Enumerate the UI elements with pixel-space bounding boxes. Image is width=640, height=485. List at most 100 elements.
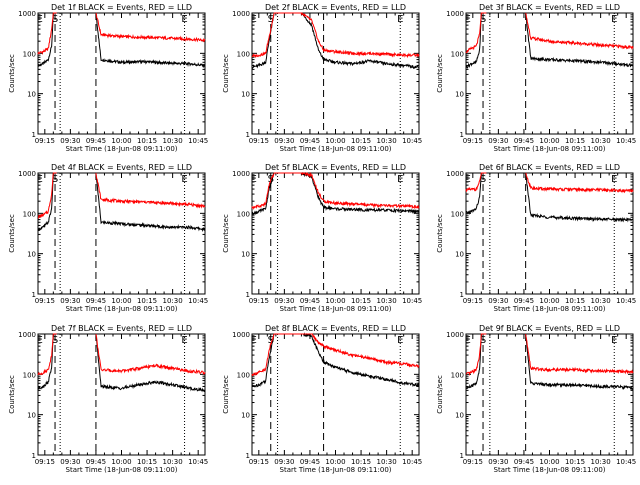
event-marker-label: E (397, 335, 403, 346)
panel-title: Det 6f BLACK = Events, RED = LLD (479, 163, 620, 172)
x-tick-label: 09:15 (463, 137, 483, 145)
panel-title: Det 5f BLACK = Events, RED = LLD (265, 163, 406, 172)
series-line (251, 12, 420, 59)
y-tick-label: 1 (32, 452, 36, 460)
event-marker-label: E (465, 335, 471, 346)
y-tick-label: 1000 (18, 170, 36, 178)
plot-frame (251, 12, 420, 135)
event-marker-label: S (52, 335, 58, 346)
panel-title: Det 9f BLACK = Events, RED = LLD (479, 324, 620, 333)
x-axis-label: Start Time (18-Jun-08 09:11:00) (66, 305, 178, 313)
y-tick-label: 100 (451, 371, 464, 379)
x-axis-label: Start Time (18-Jun-08 09:11:00) (494, 305, 606, 313)
x-tick-label: 10:45 (616, 297, 636, 305)
x-tick-label: 09:15 (249, 458, 269, 466)
y-tick-label: 1 (246, 291, 250, 299)
x-tick-label: 10:30 (377, 297, 397, 305)
x-tick-label: 09:30 (60, 137, 80, 145)
event-marker-label: E (251, 174, 257, 185)
y-tick-label: 100 (23, 210, 36, 218)
x-tick-label: 09:45 (514, 137, 534, 145)
x-tick-label: 09:15 (249, 137, 269, 145)
y-axis-label: Counts/sec (436, 214, 444, 253)
y-axis-label: Counts/sec (8, 54, 16, 93)
detector-panel: Det 4f BLACK = Events, RED = LLD 1 10 100 10… (8, 163, 208, 313)
y-axis-label: Counts/sec (436, 54, 444, 93)
series-line (465, 12, 634, 54)
y-tick-label: 1 (32, 291, 36, 299)
panel-title: Det 8f BLACK = Events, RED = LLD (265, 324, 406, 333)
y-tick-label: 100 (237, 210, 250, 218)
series-line (251, 172, 420, 216)
y-tick-label: 1000 (446, 170, 464, 178)
plot-frame (37, 172, 206, 295)
panel-title: Det 3f BLACK = Events, RED = LLD (479, 3, 620, 12)
y-tick-label: 1000 (232, 331, 250, 339)
x-tick-label: 09:15 (463, 297, 483, 305)
series-line (251, 171, 420, 210)
series-line (465, 172, 634, 223)
event-marker-label: E (181, 174, 187, 185)
x-tick-label: 10:15 (565, 297, 585, 305)
x-tick-label: 10:00 (325, 137, 345, 145)
event-marker-label: E (37, 335, 43, 346)
x-tick-label: 10:30 (163, 458, 183, 466)
y-tick-label: 10 (241, 251, 250, 259)
x-tick-label: 10:00 (539, 137, 559, 145)
detector-panel: Det 8f BLACK = Events, RED = LLD 1 10 100 10… (222, 324, 422, 474)
x-tick-label: 10:45 (188, 458, 208, 466)
plot-frame (465, 333, 634, 456)
series-line (251, 333, 420, 377)
x-tick-label: 10:15 (351, 297, 371, 305)
x-tick-label: 10:00 (111, 458, 131, 466)
detector-panel: Det 7f BLACK = Events, RED = LLD 1 10 100 10… (8, 324, 208, 474)
series-line (37, 172, 206, 219)
event-marker-label: S (268, 335, 274, 346)
x-tick-label: 10:00 (325, 458, 345, 466)
series-line (37, 12, 206, 56)
x-tick-label: 10:45 (188, 137, 208, 145)
y-axis-label: Counts/sec (222, 214, 230, 253)
x-tick-label: 09:30 (274, 458, 294, 466)
event-marker-label: E (37, 174, 43, 185)
event-marker-label: S (480, 335, 486, 346)
detector-panel: Det 9f BLACK = Events, RED = LLD 1 10 100 10… (436, 324, 636, 474)
x-tick-label: 09:30 (274, 137, 294, 145)
x-tick-label: 10:00 (539, 297, 559, 305)
y-tick-label: 10 (241, 91, 250, 99)
x-tick-label: 10:30 (163, 137, 183, 145)
series-line (465, 172, 634, 194)
y-tick-label: 1 (460, 452, 464, 460)
y-tick-label: 1000 (446, 331, 464, 339)
x-tick-label: 09:30 (60, 458, 80, 466)
x-tick-label: 09:45 (300, 458, 320, 466)
x-tick-label: 10:45 (188, 297, 208, 305)
event-marker-label: E (611, 174, 617, 185)
series-line (465, 333, 634, 391)
panel-title: Det 7f BLACK = Events, RED = LLD (51, 324, 192, 333)
x-axis-label: Start Time (18-Jun-08 09:11:00) (280, 466, 392, 474)
event-marker-label: E (397, 174, 403, 185)
x-tick-label: 09:15 (35, 297, 55, 305)
x-tick-label: 09:30 (488, 297, 508, 305)
panel-title: Det 1f BLACK = Events, RED = LLD (51, 3, 192, 12)
y-tick-label: 100 (23, 371, 36, 379)
x-axis-label: Start Time (18-Jun-08 09:11:00) (494, 145, 606, 153)
series-line (37, 172, 206, 233)
y-tick-label: 1000 (18, 331, 36, 339)
x-tick-label: 09:15 (35, 458, 55, 466)
y-tick-label: 1000 (232, 10, 250, 18)
y-axis-label: Counts/sec (222, 375, 230, 414)
event-marker-label: S (52, 14, 58, 25)
x-tick-label: 10:15 (565, 137, 585, 145)
event-marker-label: E (611, 335, 617, 346)
x-tick-label: 10:15 (137, 297, 157, 305)
event-marker-label: E (251, 335, 257, 346)
series-line (251, 12, 420, 70)
x-axis-label: Start Time (18-Jun-08 09:11:00) (280, 145, 392, 153)
y-tick-label: 10 (27, 412, 36, 420)
event-marker-label: S (480, 174, 486, 185)
x-tick-label: 10:15 (351, 458, 371, 466)
x-tick-label: 09:30 (488, 137, 508, 145)
panel-title: Det 4f BLACK = Events, RED = LLD (51, 163, 192, 172)
